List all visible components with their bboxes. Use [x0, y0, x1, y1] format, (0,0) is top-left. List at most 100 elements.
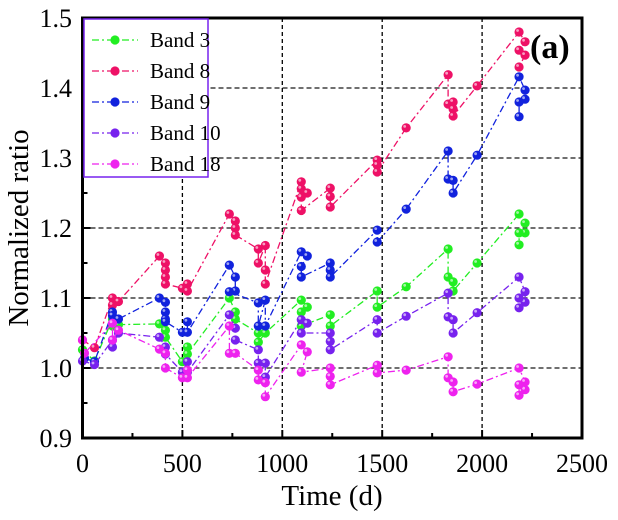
data-point-highlight	[403, 367, 407, 370]
data-point-highlight	[327, 330, 331, 333]
data-point-highlight	[298, 185, 302, 189]
data-point	[325, 328, 335, 338]
data-point-highlight	[327, 365, 331, 368]
data-point-highlight	[327, 373, 331, 377]
data-point	[260, 321, 270, 331]
data-point-highlight	[262, 297, 266, 300]
ticks: 0 500 1000 1500 2000 2500 0.9 1.0 1.1 1.2 1.3 1.4 1.…	[40, 4, 609, 478]
data-point	[224, 209, 234, 219]
data-point	[113, 325, 124, 335]
data-point-highlight	[91, 344, 95, 348]
data-point	[448, 387, 458, 397]
data-point-highlight	[522, 38, 525, 42]
data-point	[372, 237, 382, 247]
data-point-highlight	[184, 329, 188, 333]
data-point	[296, 340, 306, 350]
data-point-highlight	[226, 262, 230, 265]
data-point-highlight	[162, 274, 166, 277]
data-point-highlight	[184, 358, 188, 362]
data-point	[520, 50, 530, 60]
data-point	[372, 368, 382, 378]
data-point-highlight	[445, 374, 449, 378]
legend-item: Band 18	[92, 152, 221, 176]
data-point	[260, 392, 270, 402]
data-point-highlight	[162, 281, 166, 284]
data-point-highlight	[156, 346, 160, 349]
data-point-highlight	[403, 283, 407, 287]
data-point-highlight	[255, 346, 259, 350]
data-point	[514, 272, 524, 282]
data-point-highlight	[374, 370, 378, 373]
data-point	[372, 315, 382, 325]
data-point	[514, 97, 524, 107]
data-point-highlight	[522, 220, 525, 224]
data-point	[107, 335, 118, 345]
data-point	[325, 363, 335, 373]
data-point	[443, 288, 453, 298]
data-point-highlight	[226, 288, 230, 292]
legend: Band 3 Band 8 Band 9 Band 10 Band 18	[83, 18, 221, 178]
legend-marker	[110, 159, 120, 169]
data-point-highlight	[255, 323, 259, 326]
data-point-highlight	[327, 274, 331, 277]
legend-marker	[110, 66, 120, 76]
data-point-highlight	[262, 374, 266, 377]
data-point-highlight	[255, 377, 259, 380]
data-point-highlight	[445, 274, 449, 277]
data-point-highlight	[522, 288, 525, 292]
data-point-highlight	[115, 327, 119, 331]
data-point-highlight	[115, 316, 119, 319]
data-point	[325, 380, 335, 390]
data-point-highlight	[298, 263, 302, 267]
data-point-highlight	[162, 260, 166, 263]
y-axis-label: Normalized ratio	[3, 129, 35, 326]
data-point-highlight	[374, 362, 378, 366]
data-point-highlight	[374, 162, 378, 165]
data-point	[325, 345, 335, 355]
y-tick-label: 1.0	[40, 354, 73, 383]
data-point-highlight	[109, 344, 113, 347]
data-point-highlight	[298, 274, 302, 277]
data-point-highlight	[162, 327, 166, 331]
data-point-highlight	[179, 374, 183, 378]
data-point-highlight	[522, 87, 525, 90]
data-point	[514, 380, 524, 390]
series-layer	[77, 27, 530, 402]
data-point-highlight	[262, 267, 266, 270]
data-point-highlight	[232, 350, 236, 354]
data-point-highlight	[516, 211, 519, 214]
x-axis-label: Time (d)	[281, 480, 382, 512]
data-point-highlight	[522, 379, 525, 382]
data-point	[472, 308, 482, 318]
data-point-highlight	[262, 242, 266, 246]
data-point-highlight	[450, 388, 454, 392]
data-point	[514, 228, 524, 238]
data-point-highlight	[327, 381, 331, 385]
legend-label: Band 8	[150, 59, 210, 83]
data-point-highlight	[450, 330, 454, 333]
data-point-highlight	[255, 246, 259, 249]
data-point-highlight	[327, 311, 331, 315]
data-point-highlight	[109, 320, 113, 324]
data-point	[224, 260, 234, 270]
data-point-highlight	[262, 393, 266, 397]
x-tick-label: 2000	[456, 449, 508, 478]
data-point-highlight	[327, 193, 331, 197]
data-point	[401, 282, 411, 292]
data-point-highlight	[232, 274, 236, 277]
legend-marker	[110, 97, 120, 107]
data-point	[520, 218, 530, 228]
data-point	[160, 363, 171, 373]
data-point-highlight	[374, 239, 378, 242]
legend-item: Band 10	[92, 121, 221, 145]
data-point-highlight	[516, 274, 519, 277]
data-point-highlight	[162, 365, 166, 368]
data-point-highlight	[262, 379, 266, 383]
data-point-highlight	[255, 367, 259, 370]
data-point-highlight	[298, 248, 302, 252]
data-point-highlight	[109, 302, 113, 305]
data-point-highlight	[403, 313, 407, 317]
data-point-highlight	[374, 330, 378, 333]
data-point	[154, 332, 165, 342]
data-point-highlight	[516, 73, 519, 77]
